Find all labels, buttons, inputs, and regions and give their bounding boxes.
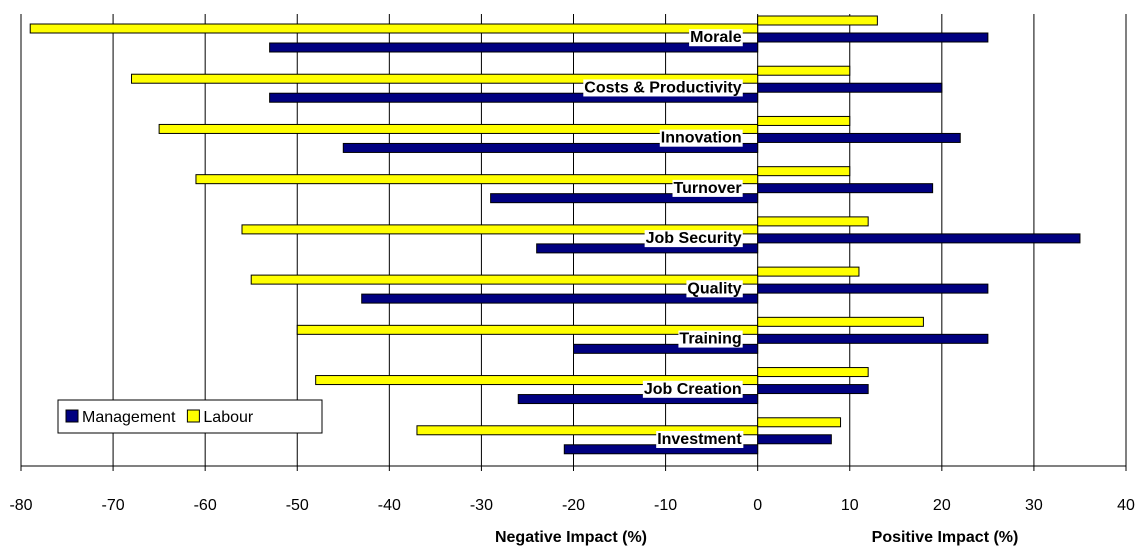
negative-axis-label: Negative Impact (%)	[495, 529, 647, 546]
category-label: Innovation	[661, 130, 742, 147]
bar	[490, 193, 759, 204]
x-tick-label: 0	[753, 497, 762, 514]
bar	[757, 183, 934, 194]
x-tick-label: -50	[286, 497, 309, 514]
category-label-bg	[686, 280, 743, 298]
bar	[757, 367, 869, 378]
category-label: Costs & Productivity	[584, 79, 741, 96]
x-tick-label: 30	[1025, 497, 1043, 514]
bar	[241, 224, 759, 235]
x-tick-label: -20	[562, 497, 585, 514]
bar	[757, 333, 989, 344]
bar	[757, 82, 943, 93]
bar	[757, 216, 869, 227]
legend-label: Management	[82, 409, 176, 426]
bar	[517, 394, 759, 405]
bar	[757, 166, 851, 177]
legend-swatch	[65, 409, 79, 423]
x-tick-label: -40	[378, 497, 401, 514]
bar	[757, 316, 924, 327]
positive-axis-label: Positive Impact (%)	[872, 529, 1019, 546]
category-label: Training	[679, 331, 741, 348]
x-tick-label: 10	[841, 497, 859, 514]
category-label-bg	[583, 79, 743, 97]
bar	[296, 324, 759, 335]
bar	[757, 132, 961, 143]
bar	[29, 23, 759, 34]
bar	[195, 174, 759, 185]
bar	[757, 384, 869, 395]
bar	[250, 274, 759, 285]
bar	[757, 417, 842, 428]
x-tick-label: 40	[1117, 497, 1135, 514]
category-label-bg	[672, 179, 743, 197]
bar	[269, 42, 759, 53]
legend: Management Labour	[57, 399, 323, 434]
legend-swatch	[186, 409, 200, 423]
bar	[757, 115, 851, 126]
bar	[158, 123, 759, 134]
category-label: Investment	[657, 431, 742, 448]
bar	[757, 32, 989, 43]
x-tick-label: 20	[933, 497, 951, 514]
category-label: Turnover	[674, 180, 742, 197]
x-tick-label: -80	[9, 497, 32, 514]
bar	[757, 266, 860, 277]
bar	[757, 65, 851, 76]
category-label-bg	[659, 129, 743, 147]
category-label: Job Security	[646, 230, 742, 247]
bar	[315, 375, 759, 386]
bar	[757, 15, 878, 26]
bar	[342, 142, 759, 153]
bar	[416, 425, 759, 436]
x-tick-label: -30	[470, 497, 493, 514]
bar	[269, 92, 759, 103]
x-tick-label: -10	[654, 497, 677, 514]
bar	[361, 293, 759, 304]
bar	[757, 283, 989, 294]
category-label-bg	[689, 29, 743, 47]
bar	[757, 233, 1081, 244]
bar	[131, 73, 759, 84]
category-label-bg	[656, 430, 744, 449]
legend-label: Labour	[203, 409, 253, 426]
x-tick-label: -70	[102, 497, 125, 514]
bar	[573, 343, 759, 354]
category-label-bg	[642, 380, 743, 398]
category-label-bg	[644, 230, 743, 248]
category-label-bg	[678, 330, 743, 348]
category-label: Morale	[690, 29, 742, 46]
category-label: Quality	[687, 280, 741, 297]
x-tick-label: -60	[194, 497, 217, 514]
category-label: Job Creation	[644, 381, 742, 398]
bar	[757, 434, 832, 445]
